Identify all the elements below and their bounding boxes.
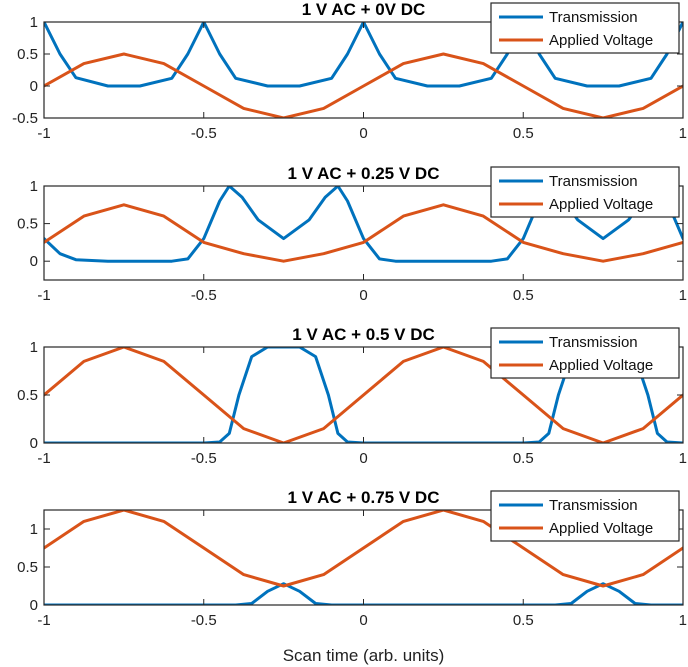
y-tick-label: 1 [30,339,38,356]
x-axis-label: Scan time (arb. units) [283,646,445,665]
legend-label: Transmission [549,497,638,514]
chart-title: 1 V AC + 0.75 V DC [288,488,440,507]
x-tick-label: 0 [359,125,367,142]
subplot-4: -1 -0.5 0 0.5 1 1 0.5 0 1 V AC + 0.75 V DC Transm… [17,488,687,665]
x-tick-label: 0 [359,287,367,304]
legend-label: Transmission [549,334,638,351]
chart-title: 1 V AC + 0V DC [302,0,426,19]
legend-label: Transmission [549,9,638,26]
y-tick-label: 0 [30,435,38,452]
x-tick-label: 0.5 [513,450,534,467]
x-tick-label: -1 [37,287,50,304]
y-tick-label: 0.5 [17,216,38,233]
legend-label: Applied Voltage [549,520,653,537]
legend-label: Applied Voltage [549,357,653,374]
y-tick-label: 0 [30,597,38,614]
subplot-3: -1 -0.5 0 0.5 1 1 0.5 0 1 V AC + 0.5 V DC Transmi… [17,325,687,467]
x-tick-label: 0.5 [513,612,534,629]
legend: Transmission Applied Voltage [491,3,679,53]
figure: -1 -0.5 0 0.5 110.50-0.51 V AC + 0V DC Transm… [0,0,688,667]
y-tick-label: 0 [30,78,38,95]
subplot-1: -1 -0.5 0 0.5 110.50-0.51 V AC + 0V DC Transm… [12,0,687,142]
chart-title: 1 V AC + 0.25 V DC [288,164,440,183]
x-tick-label: 1 [679,450,687,467]
x-tick-label: 0 [359,450,367,467]
x-tick-label: 1 [679,125,687,142]
y-tick-label: 0.5 [17,46,38,63]
legend-label: Transmission [549,173,638,190]
legend-label: Applied Voltage [549,32,653,49]
y-tick-label: 1 [30,521,38,538]
subplot-2: -1 -0.5 0 0.5 1 1 0.5 0 1 V AC + 0.25 V DC Transm… [17,164,687,304]
y-tick-label: 0 [30,253,38,270]
x-tick-label: 0.5 [513,125,534,142]
y-tick-label: 0.5 [17,387,38,404]
x-tick-label: 1 [679,287,687,304]
y-tick-label: -0.5 [12,110,38,127]
legend: Transmission Applied Voltage [491,491,679,541]
x-tick-label: 0.5 [513,287,534,304]
y-tick-label: 1 [30,14,38,31]
x-tick-label: 1 [679,612,687,629]
legend: Transmission Applied Voltage [491,167,679,217]
x-tick-label: -0.5 [191,125,217,142]
chart-title: 1 V AC + 0.5 V DC [292,325,435,344]
x-tick-label: -0.5 [191,450,217,467]
x-tick-label: -1 [37,450,50,467]
legend-label: Applied Voltage [549,196,653,213]
x-tick-label: -0.5 [191,287,217,304]
x-tick-label: 0 [359,612,367,629]
y-tick-label: 1 [30,178,38,195]
x-tick-label: -1 [37,125,50,142]
x-tick-label: -1 [37,612,50,629]
legend: Transmission Applied Voltage [491,328,679,378]
y-tick-label: 0.5 [17,559,38,576]
x-tick-label: -0.5 [191,612,217,629]
